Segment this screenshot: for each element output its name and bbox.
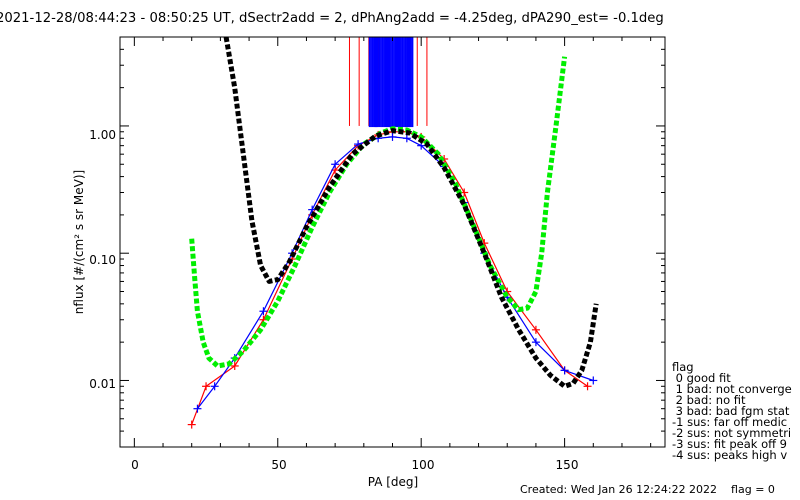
chart-title: 2021-12-28/08:44:23 - 08:50:25 UT, dSect… — [0, 11, 664, 26]
data-point-marker — [259, 307, 268, 316]
legend-item: 2 bad: no fit — [672, 393, 746, 407]
data-point-marker — [230, 361, 239, 370]
data-point-marker — [388, 132, 397, 141]
x-tick-label: 50 — [271, 458, 286, 472]
legend-header: flag — [672, 360, 694, 374]
legend-item: -3 sus: fit peak off 9 — [672, 437, 787, 451]
y-tick-label: 1.00 — [89, 128, 116, 142]
x-axis-label: PA [deg] — [368, 475, 418, 489]
data-point-marker — [589, 376, 598, 385]
data-point-marker — [331, 160, 340, 169]
x-tick-label: 150 — [556, 458, 579, 472]
data-point-marker — [583, 382, 592, 391]
data-point-marker — [187, 420, 196, 429]
curves-layer — [187, 36, 599, 429]
legend-item: 3 bad: bad fgm stat — [672, 404, 790, 418]
data-point-marker — [560, 366, 569, 375]
legend-item: 1 bad: not converge — [672, 382, 792, 396]
x-tick-label: 0 — [131, 458, 139, 472]
tick-marks — [120, 36, 665, 448]
legend-item: -2 sus: not symmetri — [672, 426, 791, 440]
legend: flag 0 good fit 1 bad: not converge 2 ba… — [672, 360, 792, 462]
y-tick-label: 0.01 — [89, 377, 116, 391]
data-point-marker — [531, 325, 540, 334]
plot-area — [119, 36, 666, 448]
series-line-1 — [191, 131, 588, 425]
footer-created: Created: Wed Jan 26 12:24:22 2022 flag =… — [520, 483, 775, 496]
legend-item: 0 good fit — [672, 371, 731, 385]
y-tick-label: 0.10 — [89, 253, 116, 267]
series-line-4 — [223, 36, 599, 389]
legend-item: -4 sus: peaks high v — [672, 448, 787, 462]
data-point-marker — [210, 382, 219, 391]
data-point-marker — [202, 382, 211, 391]
x-tick-label: 100 — [412, 458, 435, 472]
y-axis-label: nflux [#/(cm² s sr MeV)] — [72, 170, 86, 314]
data-point-marker — [402, 134, 411, 143]
data-point-marker — [531, 338, 540, 347]
data-point-marker — [193, 404, 202, 413]
legend-item: -1 sus: far off medic — [672, 415, 787, 429]
series-line-2 — [196, 136, 594, 410]
